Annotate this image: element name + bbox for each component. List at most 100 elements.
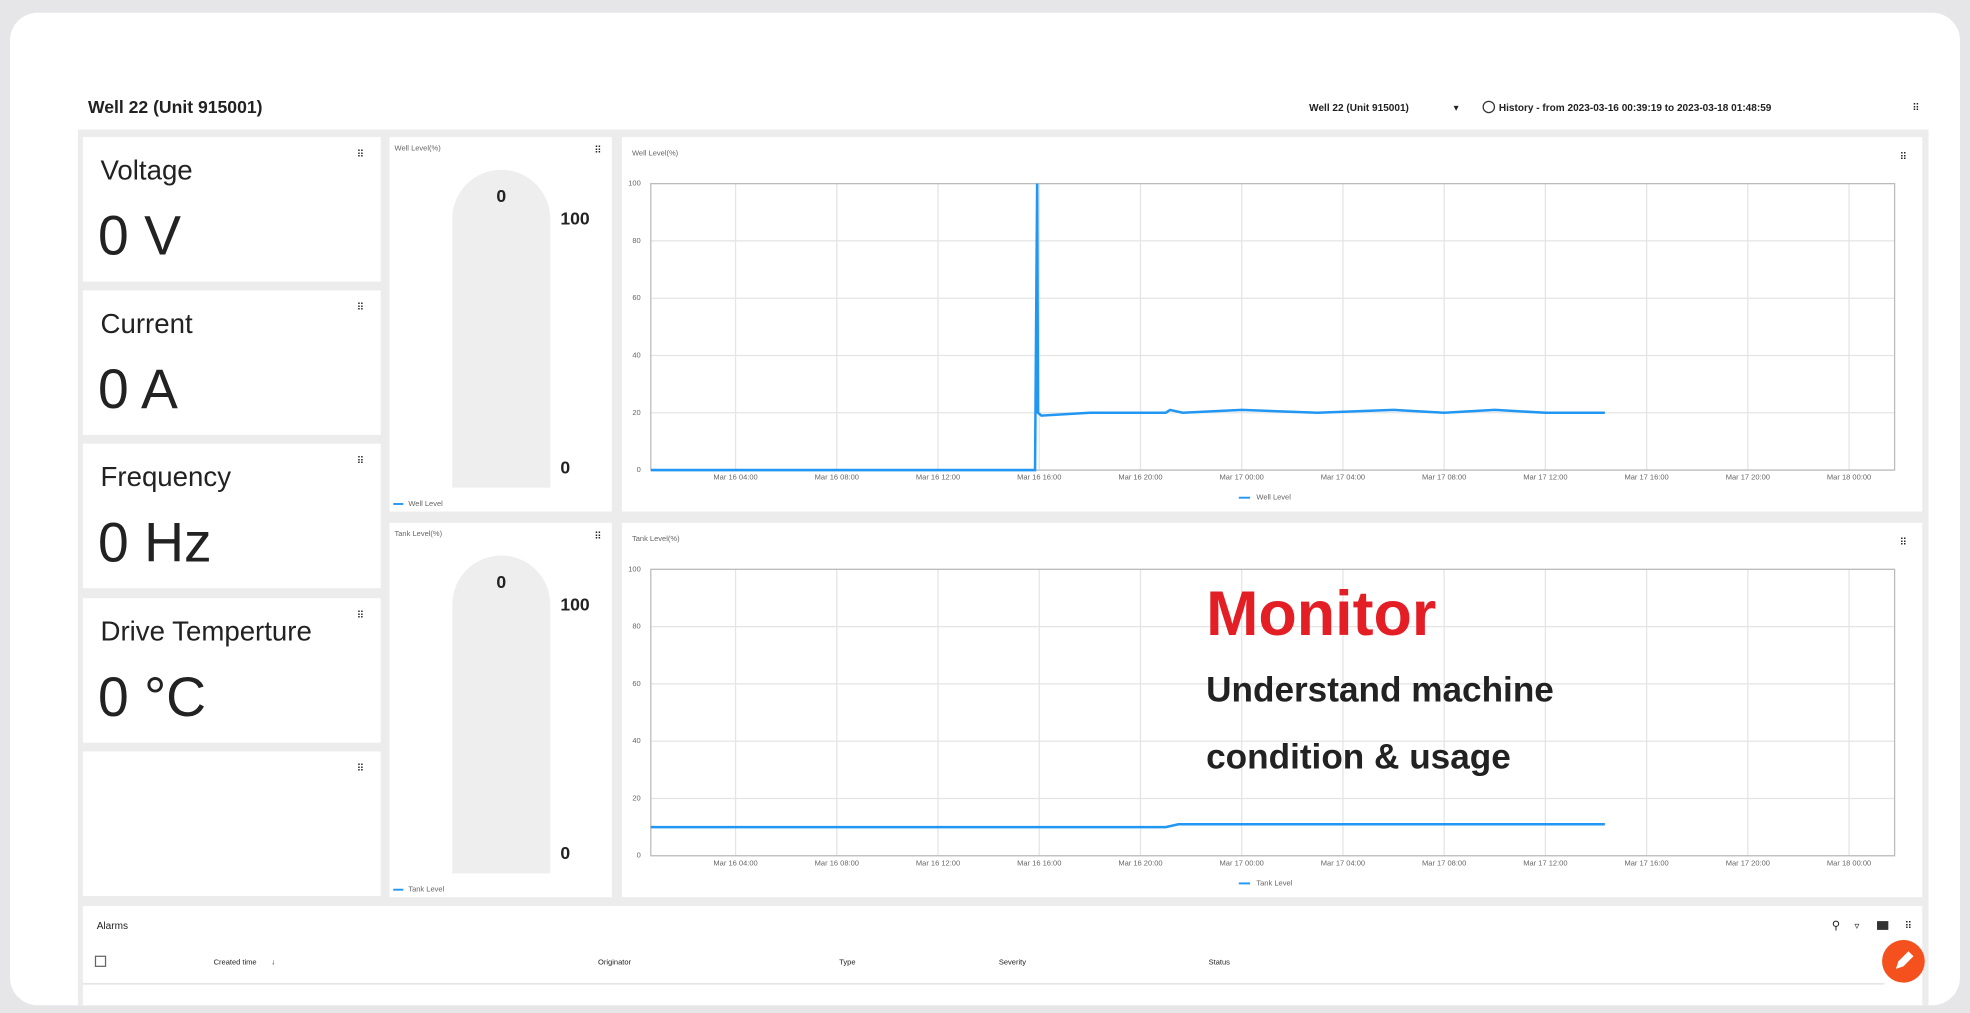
- overlay-line: condition & usage: [1206, 737, 1511, 776]
- column-header: Severity: [999, 958, 1026, 967]
- overlay-title: Monitor: [1206, 579, 1436, 649]
- x-tick-label: Mar 16 16:00: [1017, 473, 1061, 482]
- value-card: [82, 598, 381, 743]
- gauge-title: Well Level(%): [395, 143, 442, 152]
- chart-title: Well Level(%): [632, 148, 679, 157]
- value-card: [82, 290, 381, 435]
- column-header: Type: [839, 958, 855, 967]
- x-tick-label: Mar 16 16:00: [1017, 858, 1061, 867]
- legend-label: Tank Level: [408, 885, 444, 894]
- value-card: [82, 443, 381, 589]
- columns-icon[interactable]: [1877, 921, 1889, 930]
- fullscreen-icon: ⠿: [357, 303, 364, 314]
- fullscreen-icon: ⠿: [357, 149, 364, 160]
- card-label: Drive Temperture: [101, 616, 312, 647]
- x-tick-label: Mar 18 00:00: [1827, 858, 1871, 867]
- clock-icon: [1482, 100, 1496, 114]
- y-tick-label: 40: [632, 736, 640, 745]
- card-label: Voltage: [101, 155, 193, 186]
- y-tick-label: 60: [632, 679, 640, 688]
- legend-label: Well Level: [1256, 493, 1291, 502]
- x-tick-label: Mar 17 12:00: [1523, 473, 1567, 482]
- fullscreen-icon: ⠿: [357, 764, 364, 775]
- select-all-checkbox[interactable]: [94, 955, 107, 967]
- x-tick-label: Mar 17 08:00: [1422, 858, 1466, 867]
- card-label: Frequency: [101, 461, 232, 492]
- y-tick-label: 20: [632, 793, 640, 802]
- chart-title: Tank Level(%): [632, 534, 680, 543]
- search-icon[interactable]: ⚲: [1832, 920, 1840, 932]
- entity-selector[interactable]: Well 22 (Unit 915001): [1309, 103, 1409, 114]
- card-value: 0 Hz: [98, 511, 212, 573]
- column-header: Status: [1209, 958, 1231, 967]
- line-series: [650, 823, 1605, 829]
- line-series: [650, 183, 1605, 472]
- sort-arrow: ↓: [271, 958, 275, 967]
- value-card: [82, 137, 381, 282]
- x-tick-label: Mar 17 20:00: [1726, 473, 1770, 482]
- y-tick-label: 20: [632, 408, 640, 417]
- x-tick-label: Mar 17 16:00: [1624, 858, 1668, 867]
- overlay-line: Understand machine: [1206, 671, 1554, 710]
- fullscreen-icon: ⠿: [594, 531, 601, 542]
- plot-frame: [650, 568, 1896, 857]
- gauge-track: [452, 169, 551, 488]
- y-tick-label: 100: [628, 179, 641, 188]
- history-range[interactable]: History - from 2023-03-16 00:39:19 to 20…: [1499, 103, 1772, 114]
- x-tick-label: Mar 16 20:00: [1118, 858, 1162, 867]
- y-tick-label: 0: [637, 851, 641, 860]
- chart-card: [621, 522, 1923, 898]
- gauge-value: 0: [496, 572, 506, 592]
- card-value: 0 A: [98, 358, 178, 420]
- column-header: Originator: [598, 958, 631, 967]
- x-tick-label: Mar 16 04:00: [713, 473, 757, 482]
- x-tick-label: Mar 16 12:00: [916, 473, 960, 482]
- filter-icon[interactable]: ▿: [1854, 921, 1859, 932]
- x-tick-label: Mar 17 16:00: [1624, 473, 1668, 482]
- y-tick-label: 80: [632, 236, 640, 245]
- fullscreen-icon: ⠿: [594, 146, 601, 157]
- gauge-min: 0: [560, 843, 570, 863]
- x-tick-label: Mar 16 08:00: [815, 473, 859, 482]
- y-tick-label: 80: [632, 622, 640, 631]
- x-tick-label: Mar 17 12:00: [1523, 858, 1567, 867]
- gauge-min: 0: [560, 457, 570, 477]
- y-tick-label: 0: [637, 465, 641, 474]
- legend-label: Well Level: [408, 499, 443, 508]
- x-tick-label: Mar 16 08:00: [815, 858, 859, 867]
- x-tick-label: Mar 16 04:00: [713, 858, 757, 867]
- x-tick-label: Mar 17 04:00: [1321, 858, 1365, 867]
- alarms-panel: [82, 906, 1923, 1006]
- edit-icon: [1895, 951, 1914, 969]
- x-tick-label: Mar 17 04:00: [1321, 473, 1365, 482]
- x-tick-label: Mar 17 00:00: [1220, 473, 1264, 482]
- dashboard-title: Well 22 (Unit 915001): [88, 97, 263, 117]
- x-tick-label: Mar 18 00:00: [1827, 473, 1871, 482]
- alarms-title: Alarms: [97, 921, 128, 932]
- fullscreen-icon: ⠿: [357, 456, 364, 467]
- x-tick-label: Mar 16 12:00: [916, 858, 960, 867]
- gauge-value: 0: [496, 186, 506, 206]
- legend-label: Tank Level: [1256, 878, 1292, 887]
- fullscreen-icon: ⠿: [357, 610, 364, 621]
- gauge-max: 100: [560, 594, 590, 614]
- x-tick-label: Mar 17 00:00: [1220, 858, 1264, 867]
- gauge-track: [452, 555, 551, 874]
- y-tick-label: 100: [628, 564, 641, 573]
- x-tick-label: Mar 16 20:00: [1118, 473, 1162, 482]
- y-tick-label: 40: [632, 350, 640, 359]
- fullscreen-icon: ⠿: [1900, 538, 1907, 549]
- card-label: Current: [101, 308, 193, 339]
- gauge-max: 100: [560, 209, 590, 229]
- x-tick-label: Mar 17 08:00: [1422, 473, 1466, 482]
- x-tick-label: Mar 17 20:00: [1726, 858, 1770, 867]
- column-header: Created time: [214, 958, 257, 967]
- card-value: 0 V: [98, 205, 181, 267]
- fullscreen-icon[interactable]: ⠿: [1905, 921, 1912, 932]
- y-tick-label: 60: [632, 293, 640, 302]
- fullscreen-icon[interactable]: ⠿: [1912, 103, 1919, 114]
- fullscreen-icon: ⠿: [1900, 152, 1907, 163]
- value-card: [82, 751, 381, 896]
- chart-card: [621, 137, 1923, 512]
